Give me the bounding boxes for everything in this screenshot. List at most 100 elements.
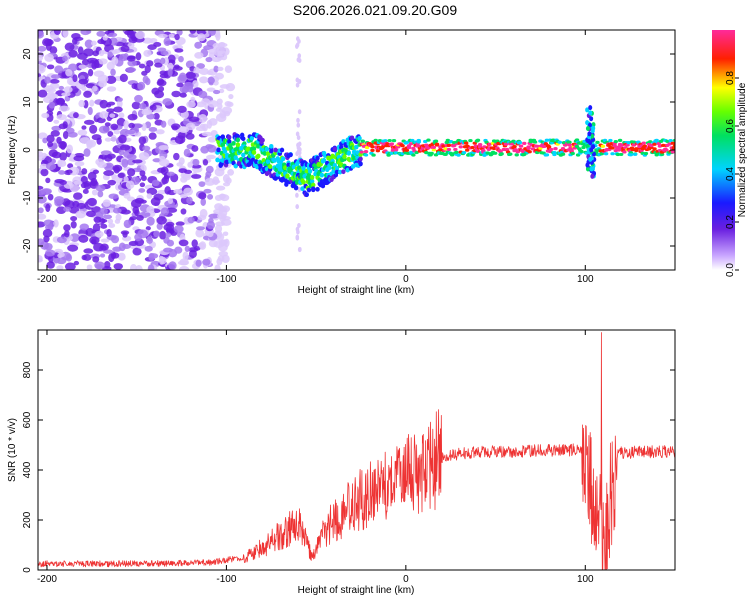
spectrogram-cell — [342, 154, 347, 160]
spectrogram-cell — [87, 106, 93, 116]
spectrogram-cell — [199, 76, 209, 84]
spectrogram-cell — [93, 242, 104, 252]
spectrogram-cell — [631, 143, 637, 147]
spectrogram-cell — [45, 177, 51, 184]
snr-series-line — [38, 332, 675, 570]
spectrogram-cell — [217, 255, 225, 262]
spectrogram-cell — [219, 215, 226, 222]
x-tick-label: -100 — [216, 274, 236, 285]
spectrogram-cell — [192, 158, 200, 166]
spectrogram-cell — [206, 230, 214, 238]
spectrogram-cell — [117, 172, 125, 179]
spectrogram-cell — [44, 224, 53, 230]
spectrogram-cell — [78, 99, 85, 108]
spectrogram-cell — [530, 147, 536, 151]
spectrogram-cell — [50, 130, 60, 137]
spectrogram-cell — [207, 76, 215, 85]
spectrogram-cell — [587, 131, 592, 137]
spectrogram-cell — [142, 75, 149, 84]
y-tick-label: 10 — [22, 96, 33, 108]
spectrogram-cell — [44, 76, 51, 84]
spectrogram-cell — [358, 161, 363, 167]
spectrogram-cell — [182, 173, 192, 181]
spectrogram-cell — [76, 202, 86, 210]
spectrogram-cell — [493, 151, 498, 155]
spectrogram-cell — [585, 166, 590, 172]
spectrogram-cell — [83, 90, 92, 98]
spectrogram-cell — [147, 264, 155, 270]
spectrogram-cell — [119, 73, 128, 83]
spectrogram-cell — [297, 79, 302, 85]
spectrogram-cell — [297, 53, 302, 59]
spectrogram-cell — [41, 112, 50, 119]
spectrogram-cell — [45, 249, 56, 257]
spectrogram-cell — [107, 131, 114, 137]
spectrogram-cell — [48, 149, 59, 157]
spectrogram-cell — [570, 151, 575, 156]
spectrogram-cell — [222, 148, 228, 154]
spectrogram-cell — [141, 109, 152, 116]
spectrogram-cell — [508, 152, 513, 156]
spectrogram-cell — [187, 216, 195, 224]
spectrogram-cell — [215, 113, 227, 123]
spectrogram-cell — [589, 166, 594, 172]
spectrogram-cell — [73, 192, 83, 200]
snr-y-axis: 0 200 400 600 800 — [22, 361, 675, 573]
spectrogram-cell — [213, 65, 219, 73]
spectrogram-cell — [319, 172, 325, 178]
spectrogram-cell — [116, 117, 126, 127]
spectrogram-cell — [57, 253, 63, 258]
x-tick-label: -100 — [216, 574, 236, 585]
spectrogram-cell — [293, 185, 299, 191]
spectrogram-cell — [150, 197, 161, 206]
spectrogram-cell — [97, 74, 109, 84]
spectrogram-cell — [207, 193, 214, 200]
spectrogram-cell — [151, 179, 160, 187]
spectrogram-cell — [148, 127, 158, 132]
spectrogram-cell — [618, 152, 624, 157]
spectrogram-cell — [449, 153, 455, 157]
spectrogram-cell — [357, 135, 362, 141]
y-tick-label: 0 — [22, 147, 33, 153]
spectrogram-cell — [517, 140, 523, 145]
spectrogram-cell — [285, 173, 290, 179]
spectrogram-cell — [121, 158, 129, 168]
spectrogram-cell — [311, 182, 316, 188]
spectrogram-cell — [358, 156, 363, 162]
snr-x-label: Height of straight line (km) — [298, 585, 415, 596]
spectrogram-cell — [143, 49, 152, 57]
spectrogram-cell — [168, 261, 177, 270]
spectrogram-cell — [163, 37, 171, 47]
spectrogram-cell — [206, 70, 214, 76]
spectrogram-cell — [129, 216, 137, 221]
spectrogram-cell — [109, 113, 116, 118]
spectrogram-cell — [100, 238, 110, 243]
spectrogram-cell — [157, 47, 167, 52]
spectrogram-cell — [391, 138, 397, 143]
spectrogram-cell — [296, 122, 301, 128]
x-tick-label: -200 — [37, 574, 57, 585]
spectrogram-cell — [672, 138, 675, 143]
y-tick-label: -10 — [22, 190, 33, 205]
spectrogram-cell — [296, 117, 300, 123]
spectrogram-cell — [208, 30, 216, 37]
spectrogram-cell — [66, 144, 74, 154]
spectrogram-cell — [73, 155, 85, 162]
spectrogram-cell — [579, 149, 584, 153]
spectrogram-cell — [95, 184, 106, 192]
spectrogram-cell — [56, 136, 62, 144]
spectrogram-cell — [203, 45, 214, 51]
spectrogram-cell — [55, 98, 65, 105]
spectrogram-cell — [42, 137, 48, 144]
spectrogram-cell — [45, 203, 51, 213]
spectrogram-cell — [63, 224, 71, 232]
spectrogram-cell — [38, 45, 47, 52]
spectrogram-cell — [81, 125, 87, 130]
spectrogram-cell — [122, 244, 131, 250]
spectrogram-cell — [83, 253, 92, 261]
spectrogram-cell — [190, 96, 196, 103]
spectrogram-cell — [590, 133, 595, 139]
spectrogram-cell — [146, 206, 155, 214]
spectrogram-cell — [389, 151, 395, 155]
spectrogram-cell — [53, 119, 60, 124]
